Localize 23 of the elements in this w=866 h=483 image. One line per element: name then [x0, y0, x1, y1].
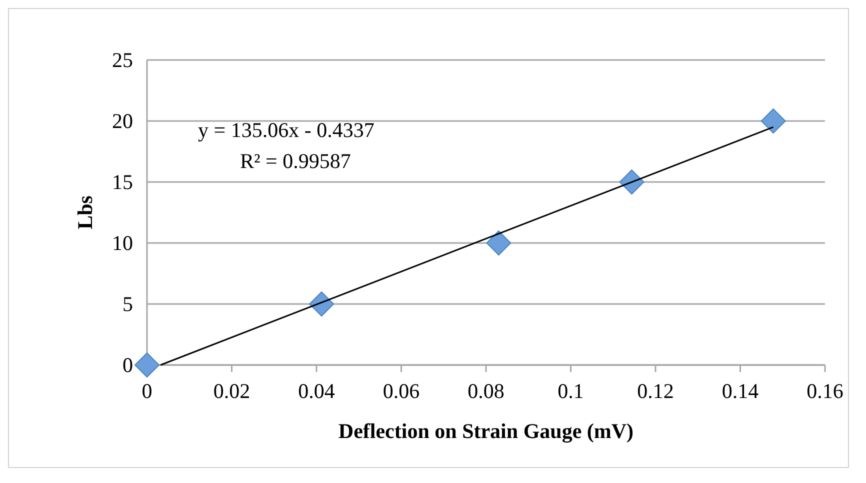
y-tick-label: 20 [112, 109, 133, 133]
y-tick-label: 5 [122, 292, 133, 316]
x-tick-label: 0.12 [637, 379, 674, 403]
y-axis-title: Lbs [73, 196, 97, 230]
x-tick-label: 0.04 [298, 379, 336, 403]
x-tick-label: 0.16 [806, 379, 844, 403]
annotation: R² = 0.99587 [240, 149, 351, 173]
y-tick-label: 10 [112, 231, 133, 255]
y-tick-label: 0 [122, 353, 133, 377]
y-tick-label: 25 [112, 48, 133, 72]
x-tick-label: 0.08 [468, 379, 504, 403]
point [134, 352, 160, 378]
x-tick-label: 0.02 [213, 379, 250, 403]
point [760, 108, 786, 134]
x-tick-label: 0.06 [382, 379, 420, 403]
point [309, 292, 334, 316]
x-axis-title: Deflection on Strain Gauge (mV) [338, 419, 634, 443]
y-tick-label: 15 [112, 170, 133, 194]
x-tick-label: 0 [142, 379, 152, 403]
x-tick-label: 0.1 [558, 379, 584, 403]
point [486, 230, 512, 256]
annotation: y = 135.06x - 0.4337 [198, 118, 374, 142]
x-tick-label: 0.14 [722, 379, 760, 403]
